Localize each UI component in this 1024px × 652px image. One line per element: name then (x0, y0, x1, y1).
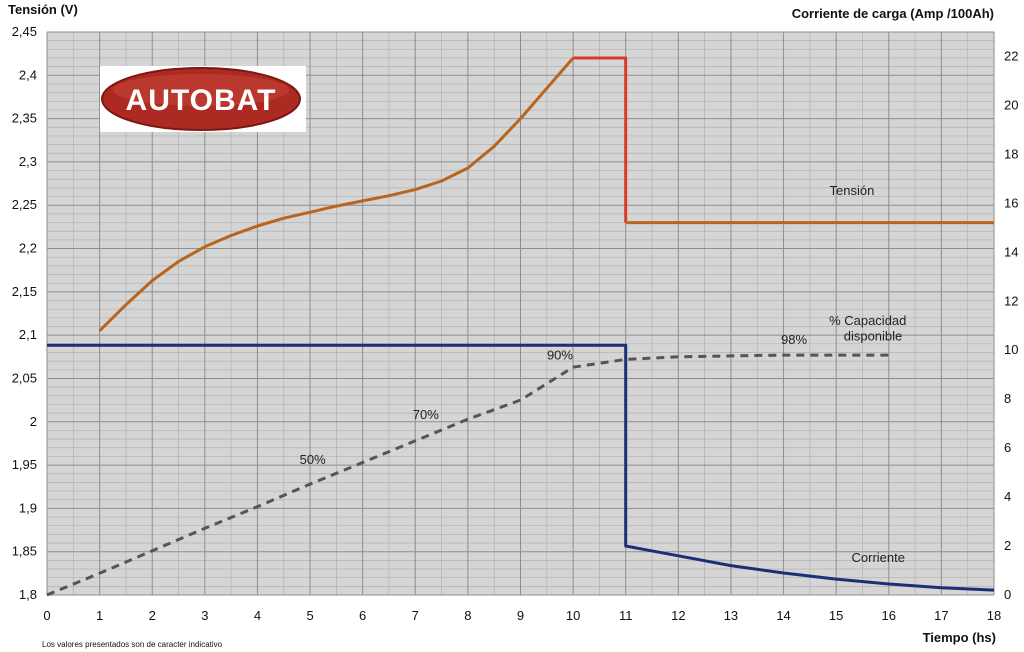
x-tick-label: 2 (149, 608, 156, 623)
x-tick-label: 7 (412, 608, 419, 623)
y-left-tick-label: 2,15 (12, 284, 37, 299)
x-tick-label: 3 (201, 608, 208, 623)
annotation-label: disponible (844, 328, 903, 343)
x-tick-labels: 0 1 2 3 4 5 6 7 8 9 10 11 12 13 14 15 16 17 18 (43, 608, 1001, 623)
autobat-logo: AUTOBAT (100, 66, 306, 132)
logo-highlight (113, 74, 289, 106)
y-left-tick-label: 1,95 (12, 457, 37, 472)
x-tick-label: 10 (566, 608, 580, 623)
x-tick-label: 15 (829, 608, 843, 623)
x-tick-label: 13 (724, 608, 738, 623)
x-tick-label: 1 (96, 608, 103, 623)
series-layer (46, 56, 995, 597)
annotation-label: % Capacidad (829, 313, 906, 328)
annotation-label: 90% (547, 347, 573, 362)
y-left-tick-label: 2,05 (12, 370, 37, 385)
y-left-tick-label: 2,3 (19, 154, 37, 169)
y-right-tick-label: 22 (1004, 48, 1018, 63)
logo-ellipse (101, 67, 301, 131)
y-left-tick-labels: 2,45 2,4 2,35 2,3 2,25 2,2 2,15 2,1 2,05 2 1,95 1,9… (12, 24, 37, 602)
y-left-tick-label: 2,4 (19, 67, 37, 82)
x-tick-label: 14 (776, 608, 790, 623)
y-left-tick-label: 2,45 (12, 24, 37, 39)
x-tick-label: 8 (464, 608, 471, 623)
y-left-axis-title: Tensión (V) (8, 2, 78, 17)
x-tick-label: 9 (517, 608, 524, 623)
series-line-3 (47, 343, 995, 592)
logo-text: AUTOBAT (126, 84, 277, 117)
series-line-1 (573, 56, 628, 223)
x-tick-label: 11 (619, 608, 633, 623)
y-left-tick-label: 1,85 (12, 544, 37, 559)
footnote: Los valores presentados son de caracter … (42, 640, 223, 649)
y-left-tick-label: 2,2 (19, 241, 37, 256)
y-right-tick-label: 4 (1004, 489, 1011, 504)
y-right-tick-label: 2 (1004, 538, 1011, 553)
x-tick-label: 17 (934, 608, 948, 623)
y-right-axis-title: Corriente de carga (Amp /100Ah) (792, 6, 994, 21)
y-right-tick-label: 16 (1004, 195, 1018, 210)
y-left-tick-label: 2 (30, 414, 37, 429)
y-right-tick-label: 6 (1004, 440, 1011, 455)
y-right-tick-label: 10 (1004, 342, 1018, 357)
annotation-label: 70% (413, 407, 439, 422)
x-tick-label: 16 (882, 608, 896, 623)
y-right-tick-label: 14 (1004, 244, 1018, 259)
x-tick-label: 6 (359, 608, 366, 623)
y-right-tick-label: 12 (1004, 293, 1018, 308)
y-left-tick-label: 2,25 (12, 197, 37, 212)
y-left-tick-label: 2,1 (19, 327, 37, 342)
annotation-label: Tensión (830, 183, 875, 198)
y-left-tick-label: 1,9 (19, 500, 37, 515)
y-left-tick-label: 1,8 (19, 587, 37, 602)
annotation-label: Corriente (852, 550, 905, 565)
y-right-tick-label: 18 (1004, 146, 1018, 161)
y-left-tick-label: 2,35 (12, 111, 37, 126)
x-tick-label: 18 (987, 608, 1001, 623)
annotation-label: 50% (300, 452, 326, 467)
y-right-tick-label: 20 (1004, 97, 1018, 112)
x-tick-label: 5 (306, 608, 313, 623)
y-right-tick-label: 0 (1004, 587, 1011, 602)
series-line-0 (98, 57, 575, 332)
annotation-label: 98% (781, 332, 807, 347)
y-right-tick-label: 8 (1004, 391, 1011, 406)
x-tick-label: 4 (254, 608, 261, 623)
x-axis-title: Tiempo (hs) (923, 630, 996, 645)
x-tick-label: 12 (671, 608, 685, 623)
x-tick-label: 0 (43, 608, 50, 623)
